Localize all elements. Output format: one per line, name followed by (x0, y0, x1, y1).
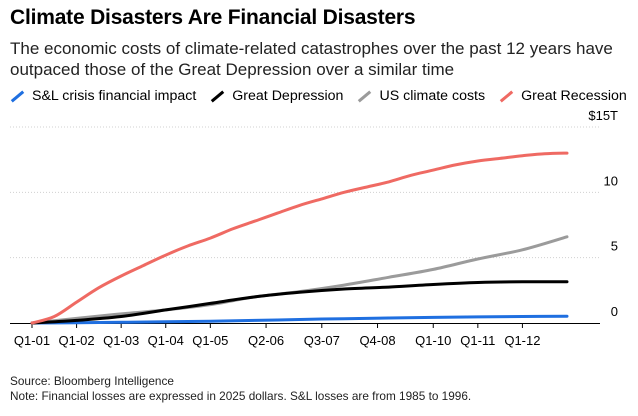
x-tick-label-Q1-04: Q1-04 (148, 333, 184, 348)
source-note: Source: Bloomberg Intelligence (10, 374, 174, 388)
chart-subtitle: The economic costs of climate-related ca… (10, 39, 613, 79)
y-tick-label-0: 0 (611, 304, 618, 319)
series-line-great-depression (30, 280, 569, 325)
legend-item-sl-crisis: S&L crisis financial impact (10, 88, 196, 104)
x-tick-label-Q3-07: Q3-07 (304, 333, 340, 348)
legend-item-great-depression: Great Depression (210, 88, 343, 104)
series-line-great-recession (30, 151, 569, 325)
x-tick-label-Q1-12: Q1-12 (504, 333, 540, 348)
legend-label-great-depression: Great Depression (232, 88, 344, 104)
x-tick-label-Q4-08: Q4-08 (359, 333, 395, 348)
legend-item-us-climate-costs: US climate costs (357, 88, 485, 104)
y-tick-label-5: 5 (611, 239, 618, 254)
legend-label-great-recession: Great Recession (521, 88, 627, 104)
y-tick-label-15: $15T (588, 108, 618, 123)
x-tick-label-Q1-10: Q1-10 (415, 333, 451, 348)
x-tick-label-Q1-02: Q1-02 (59, 333, 95, 348)
legend-label-sl-crisis: S&L crisis financial impact (32, 88, 197, 104)
x-tick-label-Q1-05: Q1-05 (192, 333, 228, 348)
legend-item-great-recession: Great Recession (499, 88, 627, 104)
x-tick-label-Q1-01: Q1-01 (14, 333, 50, 348)
legend-label-us-climate-costs: US climate costs (379, 88, 486, 104)
x-tick-label-Q1-03: Q1-03 (103, 333, 139, 348)
x-tick-label-Q2-06: Q2-06 (248, 333, 284, 348)
y-tick-label-10: 10 (604, 173, 618, 188)
chart-title: Climate Disasters Are Financial Disaster… (10, 6, 416, 29)
series-line-sl-crisis (30, 314, 569, 325)
footnote: Note: Financial losses are expressed in … (10, 389, 472, 403)
x-tick-label-Q1-11: Q1-11 (460, 333, 495, 348)
chart-legend: S&L crisis financial impact Great Depres… (10, 87, 638, 105)
